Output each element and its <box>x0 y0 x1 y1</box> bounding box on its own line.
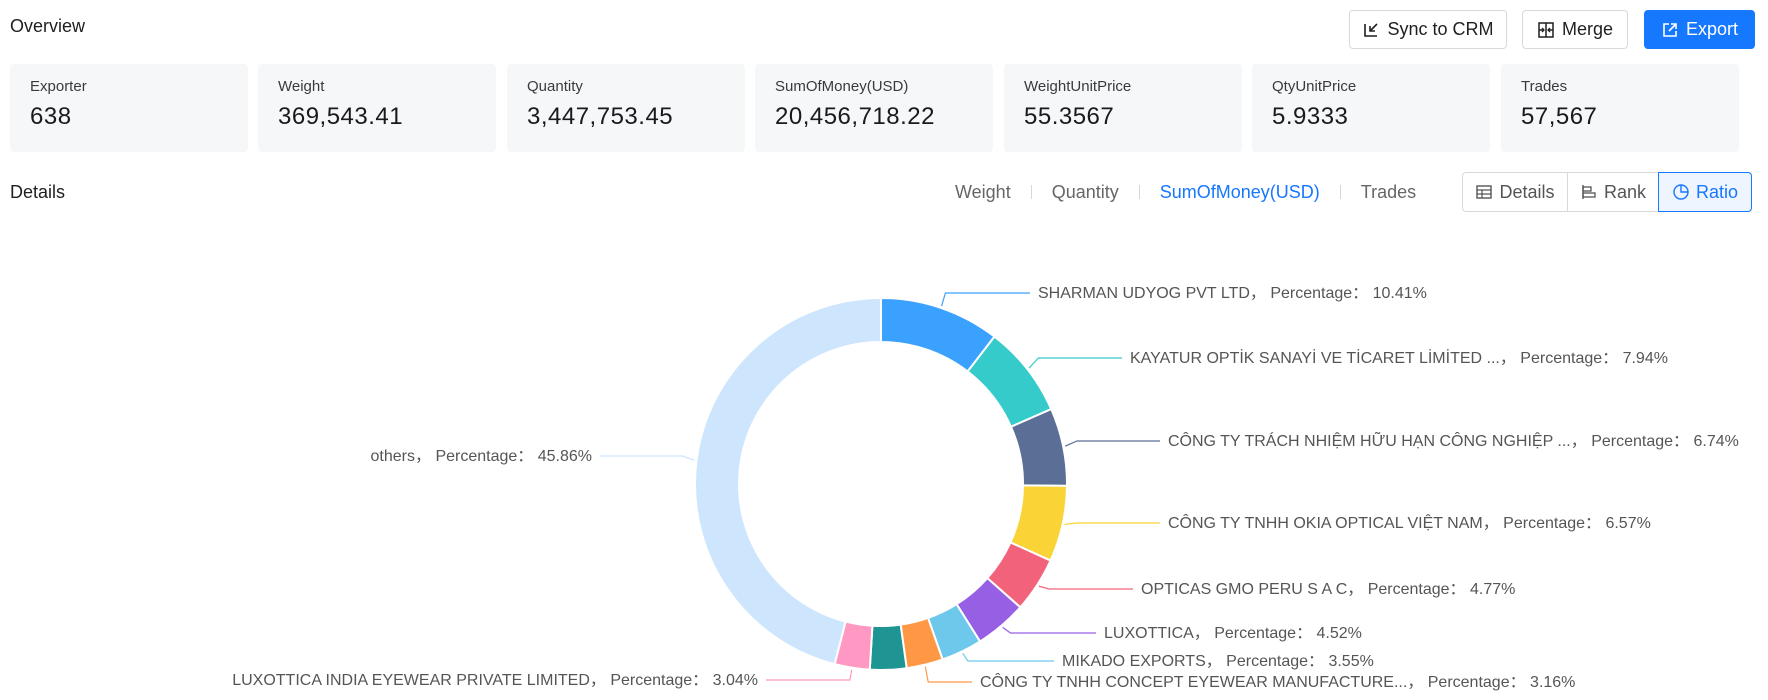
pie-slice[interactable] <box>955 576 1022 643</box>
label-leader-line <box>1028 357 1122 369</box>
top-bar: Overview Sync to CRM Merge Export <box>0 0 1768 60</box>
slice-label: LUXOTTICA， Percentage： 4.52% <box>1104 625 1362 642</box>
view-ratio-button[interactable]: Ratio <box>1658 172 1752 212</box>
stat-value: 57,567 <box>1521 103 1598 130</box>
stat-label: Quantity <box>527 78 583 95</box>
view-details-button[interactable]: Details <box>1462 172 1568 212</box>
stat-card-quantity: Quantity 3,447,753.45 <box>507 64 745 152</box>
pie-slice[interactable] <box>694 296 882 666</box>
view-toggle: Details Rank Ratio <box>1462 172 1752 212</box>
stat-label: Trades <box>1521 78 1568 95</box>
label-leader-line <box>940 292 1030 307</box>
stat-label: Weight <box>278 78 325 95</box>
stat-value: 5.9333 <box>1272 103 1349 130</box>
stat-value: 638 <box>30 103 72 130</box>
label-leader-line <box>600 455 695 461</box>
pie-slice[interactable] <box>1009 484 1069 562</box>
stat-card-weight-unit-price: WeightUnitPrice 55.3567 <box>1004 64 1242 152</box>
stat-label: QtyUnitPrice <box>1272 78 1357 95</box>
stat-card-weight: Weight 369,543.41 <box>258 64 496 152</box>
pie-slice[interactable] <box>966 335 1053 429</box>
details-title: Details <box>10 182 66 202</box>
label-leader-line <box>766 669 853 681</box>
tab-divider <box>1030 185 1032 199</box>
table-icon <box>1476 185 1493 199</box>
stat-value: 55.3567 <box>1024 103 1115 130</box>
stat-value: 3,447,753.45 <box>527 103 674 130</box>
label-leader-line <box>1064 522 1160 526</box>
view-ratio-label: Ratio <box>1695 181 1739 202</box>
slice-label: CÔNG TY TNHH OKIA OPTICAL VIỆT NAM， Perc… <box>1168 513 1651 532</box>
sync-to-crm-label: Sync to CRM <box>1387 19 1494 39</box>
label-leader-line <box>1038 585 1133 590</box>
slice-label: LUXOTTICA INDIA EYEWEAR PRIVATE LIMITED，… <box>232 672 758 689</box>
pie-slice[interactable] <box>833 620 874 671</box>
pie-slice[interactable] <box>926 602 982 661</box>
export-button[interactable]: Export <box>1644 10 1755 49</box>
view-details-label: Details <box>1499 181 1555 202</box>
label-leader-line <box>962 652 1054 662</box>
stat-card-sum-of-money: SumOfMoney(USD) 20,456,718.22 <box>755 64 993 152</box>
stat-label: WeightUnitPrice <box>1024 78 1132 95</box>
pie-slice[interactable] <box>1009 407 1068 487</box>
stat-label: Exporter <box>30 78 87 95</box>
pie-slice[interactable] <box>880 296 996 373</box>
tab-sum-of-money[interactable]: SumOfMoney(USD) <box>1159 181 1320 202</box>
tab-divider <box>1339 185 1341 199</box>
slice-label: CÔNG TY TNHH CONCEPT EYEWEAR MANUFACTURE… <box>980 672 1575 691</box>
view-rank-button[interactable]: Rank <box>1567 172 1659 212</box>
stat-card-trades: Trades 57,567 <box>1501 64 1739 152</box>
rank-icon <box>1582 185 1596 199</box>
export-icon <box>1663 22 1677 37</box>
stat-card-exporter: Exporter 638 <box>10 64 248 152</box>
pie-slice[interactable] <box>899 616 944 670</box>
tab-quantity[interactable]: Quantity <box>1051 181 1119 202</box>
overview-title: Overview <box>10 16 86 36</box>
slice-label: SHARMAN UDYOG PVT LTD， Percentage： 10.41… <box>1038 285 1427 302</box>
stat-value: 20,456,718.22 <box>775 103 935 130</box>
label-leader-line <box>924 666 972 683</box>
stat-label: SumOfMoney(USD) <box>775 78 909 95</box>
merge-label: Merge <box>1561 19 1614 39</box>
slice-label: KAYATUR OPTİK SANAYİ VE TİCARET LİMİTED … <box>1130 348 1668 367</box>
view-rank-label: Rank <box>1603 181 1647 202</box>
tab-trades[interactable]: Trades <box>1360 181 1417 202</box>
stats-row: Exporter 638 Weight 369,543.41 Quantity … <box>10 64 1758 152</box>
pie-chart-icon <box>1673 184 1689 200</box>
slice-label: MIKADO EXPORTS， Percentage： 3.55% <box>1062 653 1374 670</box>
tab-weight[interactable]: Weight <box>955 181 1011 202</box>
slice-label: OPTICAS GMO PERU S A C， Percentage： 4.77… <box>1141 581 1515 598</box>
merge-icon <box>1538 21 1554 38</box>
stat-value: 369,543.41 <box>278 103 404 130</box>
label-leader-line <box>1064 440 1160 447</box>
pie-slice[interactable] <box>868 623 908 671</box>
metric-tabs: Weight Quantity SumOfMoney(USD) Trades <box>955 180 1416 204</box>
export-label: Export <box>1685 19 1739 39</box>
label-leader-line <box>1002 626 1096 634</box>
slice-label: CÔNG TY TRÁCH NHIỆM HỮU HẠN CÔNG NGHIỆP … <box>1168 430 1739 450</box>
stat-card-qty-unit-price: QtyUnitPrice 5.9333 <box>1252 64 1490 152</box>
slice-label: others， Percentage： 45.86% <box>371 448 592 465</box>
pie-slice[interactable] <box>985 541 1052 609</box>
tab-divider <box>1138 185 1140 199</box>
sync-to-crm-button[interactable]: Sync to CRM <box>1349 10 1507 49</box>
merge-button[interactable]: Merge <box>1522 10 1628 49</box>
sync-icon <box>1364 22 1379 37</box>
